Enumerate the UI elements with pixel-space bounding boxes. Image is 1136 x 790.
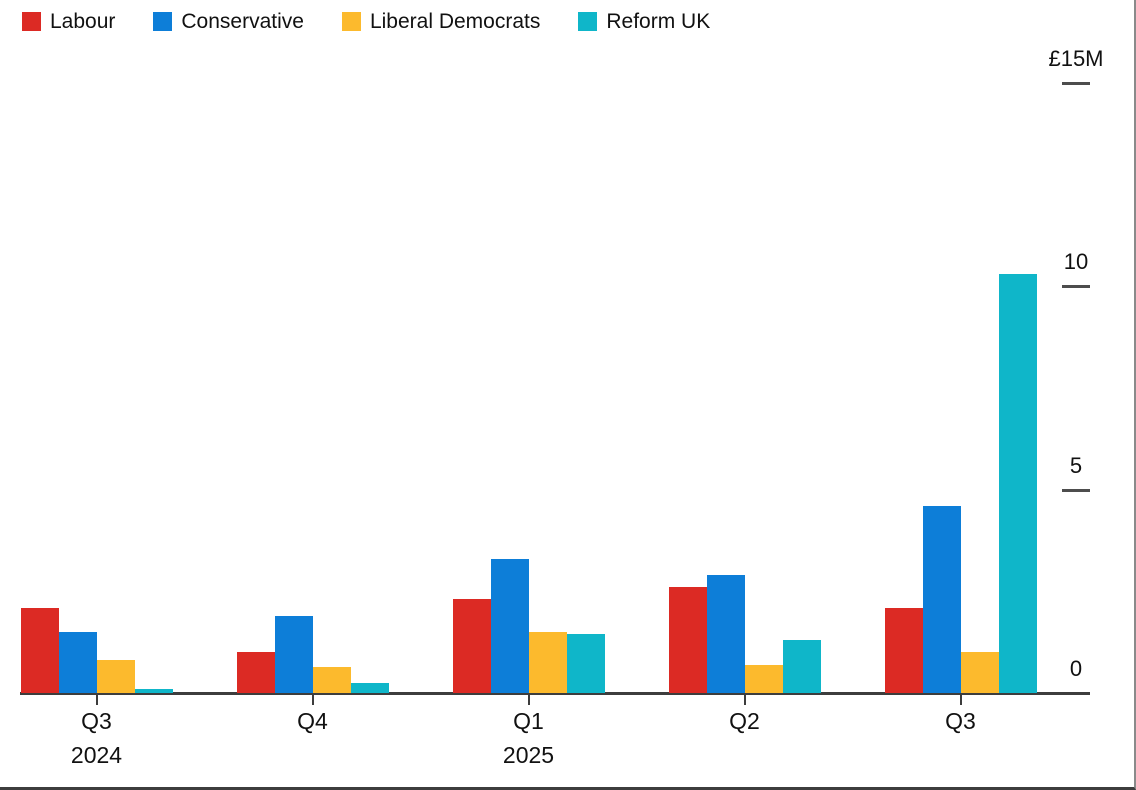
bar-labour-q1-2025 [452, 599, 491, 693]
bar-liberal-democrats-q2-3 [744, 665, 783, 693]
x-axis-tick [527, 695, 530, 705]
x-axis-label-quarter: Q3 [81, 708, 112, 734]
x-axis-tick [95, 695, 98, 705]
x-axis-baseline [20, 692, 1090, 695]
bar-liberal-democrats-q3-4 [960, 652, 999, 693]
bar-conservative-q1-2025 [490, 559, 529, 693]
bar-liberal-democrats-q4-1 [312, 667, 351, 693]
legend-label: Conservative [181, 10, 304, 33]
bar-liberal-democrats-q3-2024 [96, 660, 135, 693]
bar-reform-uk-q3-2024 [134, 689, 173, 693]
legend-item-reform-uk: Reform UK [578, 11, 710, 32]
x-axis-label-year: 2024 [70, 742, 123, 768]
y-axis-label: 10 [1063, 249, 1089, 275]
bar-conservative-q3-2024 [58, 632, 97, 693]
x-axis-tick [959, 695, 962, 705]
x-axis-label-quarter: Q3 [945, 708, 976, 734]
bar-reform-uk-q3-4 [998, 274, 1037, 693]
legend-item-liberal-democrats: Liberal Democrats [341, 10, 541, 33]
x-axis-label-year: 2025 [502, 742, 555, 768]
y-axis-label: 0 [1069, 656, 1083, 681]
legend-swatch-liberal-democrats [341, 12, 361, 31]
legend-swatch-conservative [153, 12, 173, 31]
y-axis-label: £15M [1048, 45, 1104, 71]
y-axis-tick [1062, 81, 1090, 85]
legend: Labour Conservative Liberal Democrats Refor… [22, 11, 710, 32]
bar-labour-q3-2024 [20, 608, 59, 693]
legend-label: Reform UK [606, 10, 711, 33]
bar-reform-uk-q1-2025 [566, 634, 605, 693]
legend-swatch-labour [22, 12, 41, 31]
x-axis-label-quarter: Q4 [297, 708, 328, 734]
y-axis-tick [1062, 285, 1090, 289]
bar-reform-uk-q2-3 [782, 640, 821, 693]
y-axis-label: 5 [1069, 452, 1083, 478]
bar-labour-q2-3 [668, 587, 707, 693]
bar-labour-q4-1 [236, 652, 275, 693]
legend-item-conservative: Conservative [153, 11, 304, 32]
legend-label: Liberal Democrats [369, 10, 541, 33]
bar-conservative-q3-4 [922, 506, 961, 693]
bar-conservative-q4-1 [274, 616, 313, 693]
x-axis-tick [311, 695, 314, 705]
legend-label: Labour [50, 10, 116, 33]
bar-conservative-q2-3 [706, 575, 745, 693]
legend-item-labour: Labour [22, 11, 115, 32]
y-axis-tick [1062, 488, 1090, 492]
x-axis-label-quarter: Q1 [513, 708, 544, 734]
x-axis-tick [743, 695, 746, 705]
bar-labour-q3-4 [884, 608, 923, 693]
legend-swatch-reform-uk [578, 12, 598, 31]
bar-reform-uk-q4-1 [350, 683, 389, 693]
bar-liberal-democrats-q1-2025 [528, 632, 567, 693]
x-axis-label-quarter: Q2 [729, 708, 760, 734]
